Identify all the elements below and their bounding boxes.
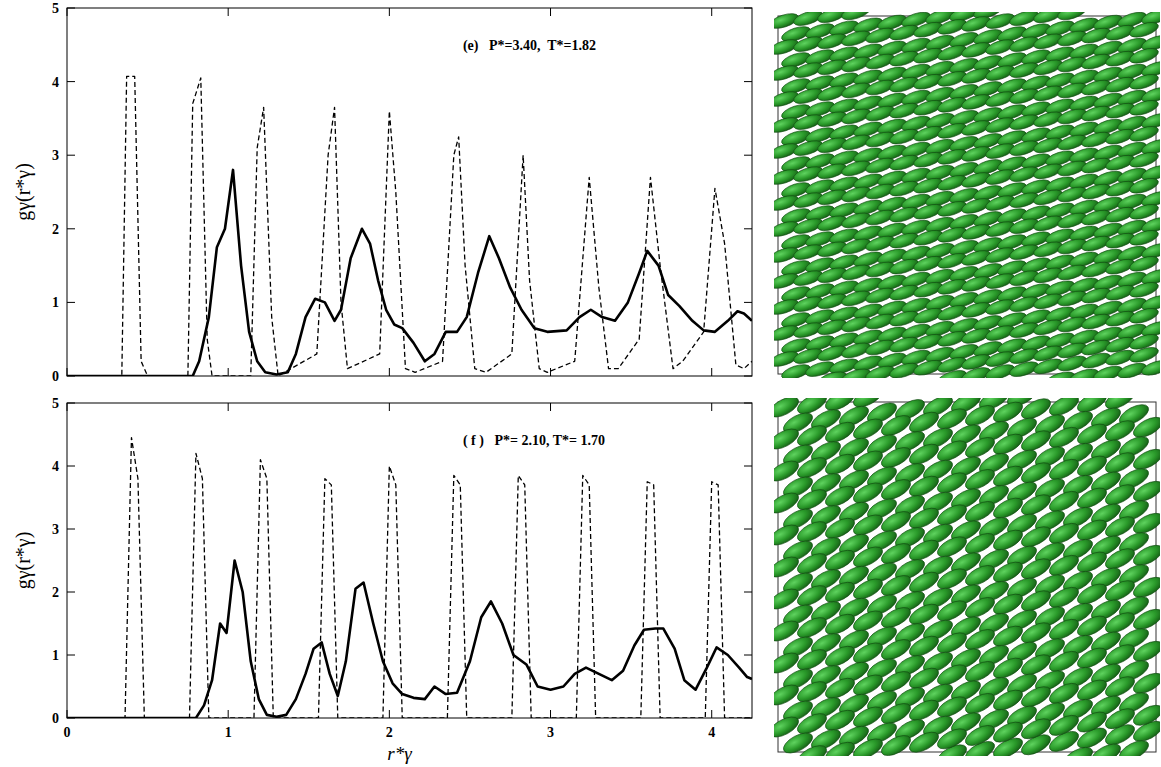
figure: 0 1 2 3 4 5 (e) P*=3.40, T*=1.82 gγ(r*γ) 0 1 2 3 4 0 1… <box>0 0 1161 767</box>
y-tick <box>744 81 752 82</box>
y-tick-label: 2 <box>52 222 59 237</box>
y-tick-label: 3 <box>52 522 59 537</box>
y-tick-label: 5 <box>52 1 59 16</box>
series-line <box>67 170 752 376</box>
ellipsoid <box>794 742 829 756</box>
x-tick-label: 1 <box>225 725 232 740</box>
y-tick <box>744 155 752 156</box>
snapshot-frame <box>778 16 1156 374</box>
ellipsoid <box>1088 740 1123 756</box>
y-tick <box>67 466 75 467</box>
ellipsoid <box>1074 708 1109 736</box>
ellipsoid <box>1128 331 1160 352</box>
y-tick <box>744 466 752 467</box>
x-tick <box>389 403 390 411</box>
ellipsoid <box>822 738 857 756</box>
x-tick-label: 0 <box>64 725 71 740</box>
y-tick <box>67 302 75 303</box>
x-tick <box>228 403 229 411</box>
y-tick-label: 1 <box>52 648 59 663</box>
x-tick <box>711 710 712 718</box>
plot-frame <box>67 403 752 718</box>
ellipsoid <box>1060 743 1095 756</box>
series-line <box>67 438 752 718</box>
ellipsoid <box>1018 715 1053 743</box>
y-tick-label: 2 <box>52 585 59 600</box>
y-tick-label: 0 <box>52 369 59 384</box>
x-tick <box>228 8 229 16</box>
ellipsoid <box>1130 701 1160 729</box>
x-tick <box>389 710 390 718</box>
y-tick-label: 4 <box>52 459 59 474</box>
x-tick-label: 3 <box>547 725 554 740</box>
snapshot <box>774 12 1160 378</box>
y-tick-label: 0 <box>52 711 59 726</box>
y-tick-label: 1 <box>52 295 59 310</box>
y-tick <box>67 655 75 656</box>
snapshot <box>774 398 1160 756</box>
y-tick <box>67 155 75 156</box>
y-tick <box>67 81 75 82</box>
y-tick-label: 5 <box>52 396 59 411</box>
panel: 0 1 2 3 4 0 1 2 3 4 5 ( f ) P*= 2.10, T*= 1.70 gγ(r*… <box>12 396 752 764</box>
x-tick <box>711 368 712 376</box>
ellipsoid <box>934 725 969 753</box>
ellipsoid <box>1140 357 1160 378</box>
ellipsoid <box>1046 711 1081 739</box>
x-tick <box>550 710 551 718</box>
ellipsoid <box>1102 705 1137 733</box>
x-tick <box>389 368 390 376</box>
x-tick <box>550 368 551 376</box>
x-tick <box>550 403 551 411</box>
series-group <box>67 76 752 376</box>
panel: 0 1 2 3 4 5 (e) P*=3.40, T*=1.82 gγ(r*γ) <box>12 1 752 384</box>
panel-annotation: (e) P*=3.40, T*=1.82 <box>463 38 596 54</box>
series-group <box>67 438 752 718</box>
ellipsoid <box>990 718 1025 746</box>
x-tick-label: 2 <box>386 725 393 740</box>
y-tick <box>744 228 752 229</box>
y-tick <box>67 592 75 593</box>
y-tick <box>67 529 75 530</box>
y-tick <box>744 529 752 530</box>
y-tick <box>744 655 752 656</box>
series-line <box>67 561 752 719</box>
ellipsoid <box>850 735 885 756</box>
y-tick-label: 3 <box>52 148 59 163</box>
y-tick <box>744 302 752 303</box>
x-tick <box>389 8 390 16</box>
x-axis-title: r*γ <box>387 743 412 764</box>
plot-frame <box>67 8 752 376</box>
y-tick <box>744 592 752 593</box>
x-tick <box>228 710 229 718</box>
ellipsoid <box>962 721 997 749</box>
x-tick-label: 4 <box>708 725 715 740</box>
x-tick <box>550 8 551 16</box>
y-tick <box>67 228 75 229</box>
ellipsoid <box>1116 737 1151 756</box>
series-line <box>67 76 752 376</box>
y-axis-title: gγ(r*γ) <box>12 163 35 221</box>
x-tick <box>711 403 712 411</box>
panel-annotation: ( f ) P*= 2.10, T*= 1.70 <box>463 433 605 449</box>
ellipsoid <box>878 731 913 756</box>
snapshot-frame <box>778 402 1156 752</box>
ellipsoid <box>906 728 941 756</box>
x-tick <box>228 368 229 376</box>
x-tick <box>711 8 712 16</box>
y-tick-label: 4 <box>52 75 59 90</box>
y-axis-title: gγ(r*γ) <box>12 532 35 590</box>
